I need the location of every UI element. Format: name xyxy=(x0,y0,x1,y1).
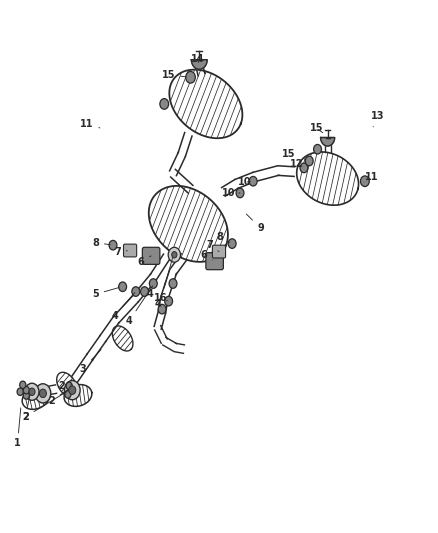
Text: 13: 13 xyxy=(371,111,384,127)
Circle shape xyxy=(25,383,39,400)
Circle shape xyxy=(29,388,35,395)
Text: 5: 5 xyxy=(92,287,119,299)
Circle shape xyxy=(109,240,117,250)
Text: 7: 7 xyxy=(206,240,219,252)
Text: 2: 2 xyxy=(22,392,67,422)
Text: 11: 11 xyxy=(365,172,378,182)
Text: 3: 3 xyxy=(80,350,101,374)
FancyBboxPatch shape xyxy=(206,253,223,270)
Circle shape xyxy=(64,381,80,400)
Text: 16: 16 xyxy=(155,257,173,303)
Text: 10: 10 xyxy=(223,188,240,198)
Circle shape xyxy=(314,144,321,154)
Circle shape xyxy=(23,386,29,394)
Circle shape xyxy=(132,287,140,296)
Circle shape xyxy=(35,384,51,403)
Text: 2: 2 xyxy=(58,382,71,391)
Text: 8: 8 xyxy=(92,238,110,247)
Text: 15: 15 xyxy=(162,70,187,79)
FancyBboxPatch shape xyxy=(212,245,226,258)
Circle shape xyxy=(168,247,180,262)
Text: 4: 4 xyxy=(126,286,152,326)
FancyBboxPatch shape xyxy=(142,247,160,264)
Circle shape xyxy=(69,386,76,394)
Circle shape xyxy=(305,156,313,166)
Circle shape xyxy=(141,287,148,296)
Text: 15: 15 xyxy=(310,123,323,133)
Text: 10: 10 xyxy=(238,177,251,187)
Text: 11: 11 xyxy=(80,119,100,128)
Polygon shape xyxy=(321,138,335,146)
Circle shape xyxy=(149,279,157,288)
Circle shape xyxy=(172,252,177,258)
Text: 6: 6 xyxy=(200,250,212,260)
Circle shape xyxy=(20,381,26,389)
Circle shape xyxy=(158,304,166,314)
Circle shape xyxy=(186,71,195,83)
Text: 6: 6 xyxy=(138,256,151,267)
Text: 4: 4 xyxy=(146,289,161,306)
Circle shape xyxy=(300,163,308,173)
Circle shape xyxy=(236,188,244,198)
Text: 15: 15 xyxy=(282,149,298,160)
Circle shape xyxy=(169,279,177,288)
Circle shape xyxy=(360,176,369,187)
Circle shape xyxy=(160,99,169,109)
Circle shape xyxy=(249,176,257,186)
Circle shape xyxy=(17,388,23,395)
Text: 1: 1 xyxy=(14,408,21,448)
Text: 2: 2 xyxy=(48,390,68,406)
Text: 12: 12 xyxy=(290,159,304,169)
Text: 7: 7 xyxy=(114,247,127,256)
Circle shape xyxy=(23,392,29,399)
Text: 14: 14 xyxy=(191,54,205,63)
Text: 4: 4 xyxy=(154,299,167,309)
Text: 8: 8 xyxy=(216,232,230,243)
Circle shape xyxy=(66,382,72,390)
Circle shape xyxy=(39,389,46,398)
Circle shape xyxy=(119,282,127,292)
Polygon shape xyxy=(191,60,207,69)
Circle shape xyxy=(228,239,236,248)
Text: 9: 9 xyxy=(247,214,264,233)
FancyBboxPatch shape xyxy=(124,244,137,257)
Circle shape xyxy=(165,296,173,306)
Text: 4: 4 xyxy=(111,293,135,320)
Text: 2: 2 xyxy=(22,394,30,422)
Circle shape xyxy=(65,391,71,398)
